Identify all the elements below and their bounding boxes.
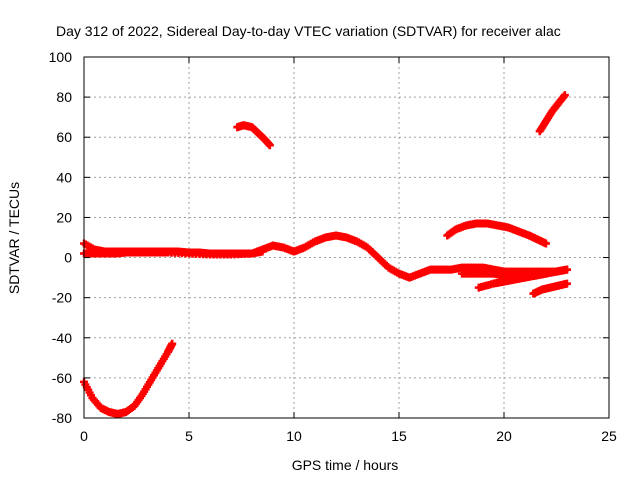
series-arc-dip bbox=[80, 339, 177, 418]
y-tick-label: -60 bbox=[52, 370, 72, 386]
axis-ticks: 0 5 10 15 20 25 -80 -60 -40 -20 0 20 40 60 80 100 bbox=[49, 49, 617, 444]
series-arc-low-right-2 bbox=[529, 279, 571, 298]
x-tick-label: 15 bbox=[391, 428, 407, 444]
y-tick-label: 80 bbox=[56, 89, 72, 105]
series-arc-high-right bbox=[535, 91, 569, 136]
grid bbox=[84, 57, 609, 418]
data-point bbox=[168, 339, 177, 348]
series-arc-high-mid bbox=[233, 121, 274, 150]
y-axis-label: SDTVAR / TECUs bbox=[6, 182, 22, 294]
y-tick-label: 40 bbox=[56, 169, 72, 185]
y-tick-label: 100 bbox=[49, 49, 73, 65]
data-point bbox=[563, 265, 571, 274]
series-arc-hump bbox=[443, 219, 550, 248]
data-point bbox=[265, 141, 274, 150]
data-point bbox=[542, 269, 550, 278]
data-point bbox=[258, 247, 267, 256]
y-tick-label: -20 bbox=[52, 290, 72, 306]
y-tick-label: 0 bbox=[64, 250, 72, 266]
x-tick-label: 25 bbox=[601, 428, 617, 444]
y-tick-label: -80 bbox=[52, 410, 72, 426]
y-tick-label: 60 bbox=[56, 129, 72, 145]
series-arc-main-lower bbox=[80, 247, 267, 259]
x-tick-label: 5 bbox=[185, 428, 193, 444]
data-point bbox=[542, 239, 550, 248]
x-axis-label: GPS time / hours bbox=[292, 457, 399, 473]
plot-frame bbox=[83, 56, 610, 419]
chart-title: Day 312 of 2022, Sidereal Day-to-day VTE… bbox=[56, 23, 561, 39]
data-point bbox=[563, 279, 571, 288]
y-tick-label: -40 bbox=[52, 330, 72, 346]
x-tick-label: 20 bbox=[496, 428, 512, 444]
y-tick-label: 20 bbox=[56, 209, 72, 225]
data-point bbox=[560, 91, 569, 100]
series-arc-mid-right bbox=[458, 269, 550, 280]
data-points bbox=[80, 91, 571, 418]
x-tick-label: 10 bbox=[286, 428, 302, 444]
x-tick-label: 0 bbox=[80, 428, 88, 444]
